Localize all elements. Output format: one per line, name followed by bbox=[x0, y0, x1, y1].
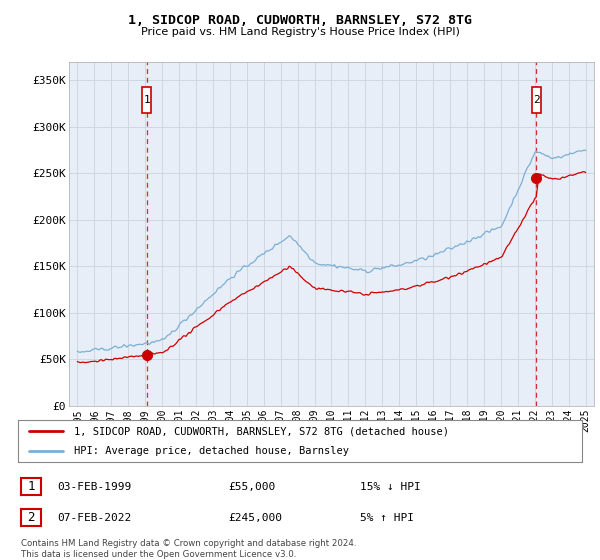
Text: 5% ↑ HPI: 5% ↑ HPI bbox=[360, 513, 414, 523]
FancyBboxPatch shape bbox=[142, 87, 151, 113]
Text: 15% ↓ HPI: 15% ↓ HPI bbox=[360, 482, 421, 492]
Text: 07-FEB-2022: 07-FEB-2022 bbox=[57, 513, 131, 523]
Text: 2: 2 bbox=[533, 95, 540, 105]
Text: 2: 2 bbox=[27, 511, 35, 524]
Text: 1: 1 bbox=[27, 480, 35, 493]
Text: 1, SIDCOP ROAD, CUDWORTH, BARNSLEY, S72 8TG: 1, SIDCOP ROAD, CUDWORTH, BARNSLEY, S72 … bbox=[128, 14, 472, 27]
Text: £245,000: £245,000 bbox=[228, 513, 282, 523]
Text: 1: 1 bbox=[143, 95, 150, 105]
Text: Contains HM Land Registry data © Crown copyright and database right 2024.
This d: Contains HM Land Registry data © Crown c… bbox=[21, 539, 356, 559]
Text: 03-FEB-1999: 03-FEB-1999 bbox=[57, 482, 131, 492]
Text: HPI: Average price, detached house, Barnsley: HPI: Average price, detached house, Barn… bbox=[74, 446, 349, 456]
Text: 1, SIDCOP ROAD, CUDWORTH, BARNSLEY, S72 8TG (detached house): 1, SIDCOP ROAD, CUDWORTH, BARNSLEY, S72 … bbox=[74, 426, 449, 436]
FancyBboxPatch shape bbox=[532, 87, 541, 113]
Text: Price paid vs. HM Land Registry's House Price Index (HPI): Price paid vs. HM Land Registry's House … bbox=[140, 27, 460, 37]
Text: £55,000: £55,000 bbox=[228, 482, 275, 492]
